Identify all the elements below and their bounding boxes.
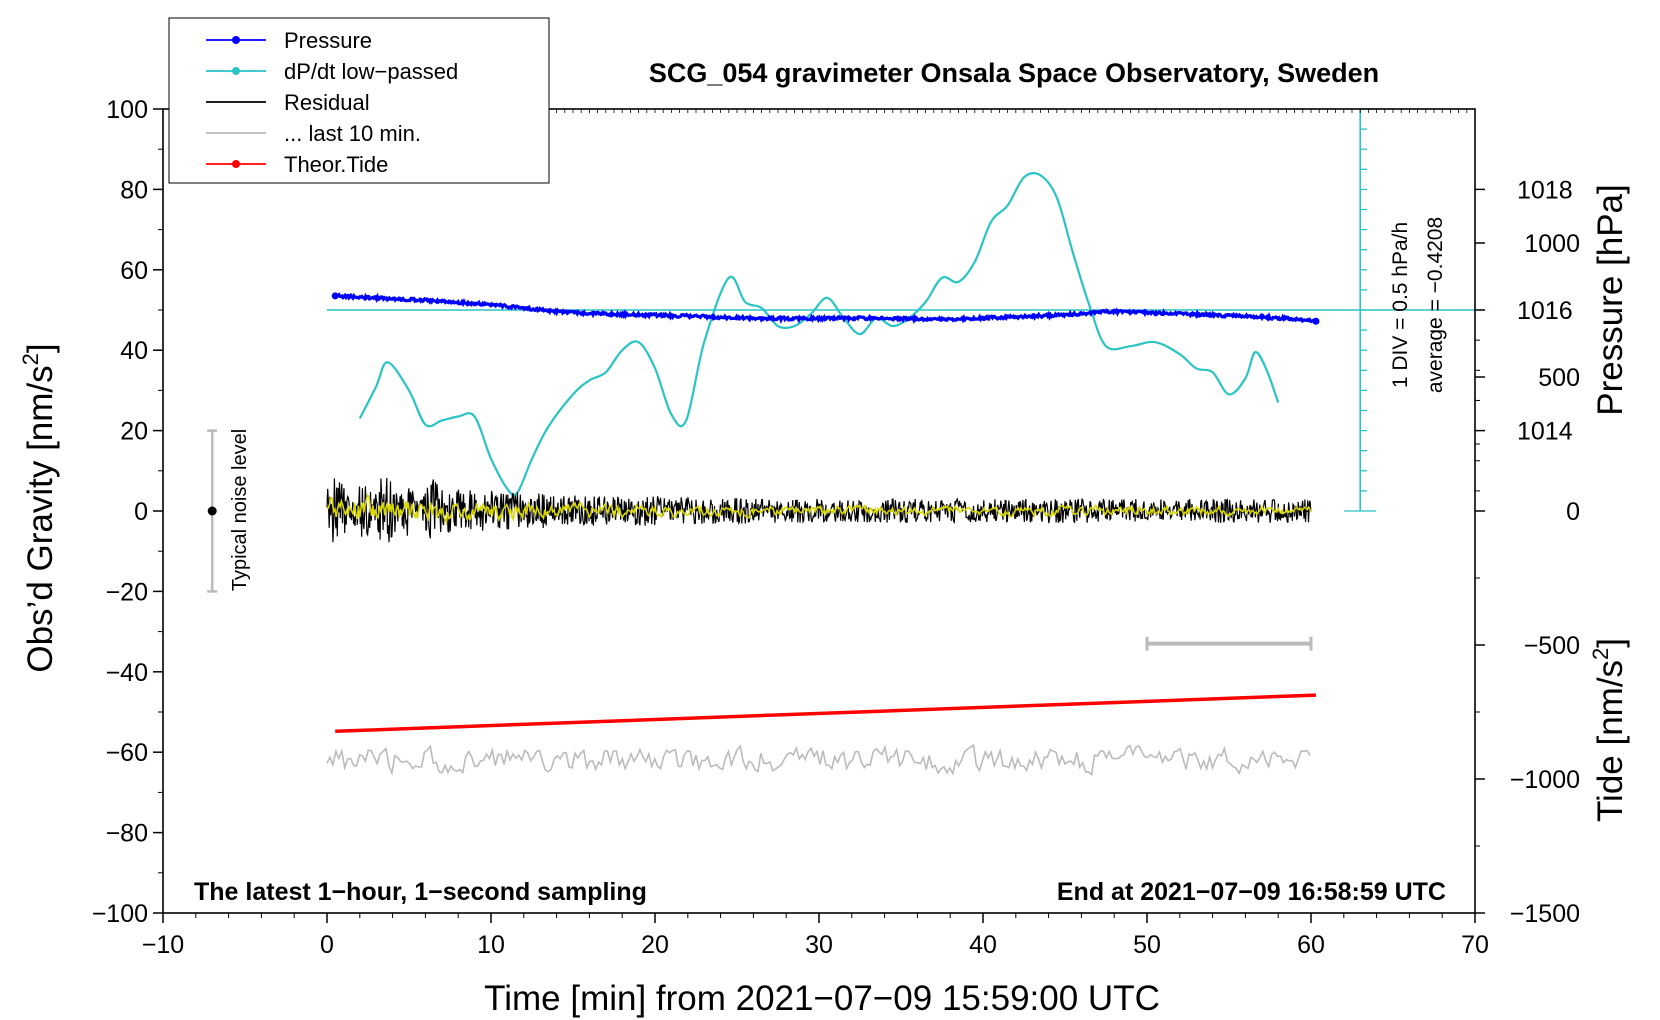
pressure-tick-label: 1014 — [1517, 418, 1573, 446]
residual-smoothed-line — [326, 493, 1312, 526]
legend-label: dP/dt low−passed — [284, 59, 458, 84]
y-tick-label: 60 — [120, 257, 148, 285]
legend-marker — [232, 67, 240, 75]
x-tick-label: 20 — [641, 931, 669, 959]
x-tick-label: 40 — [969, 931, 997, 959]
noise-level-label: Typical noise level — [229, 429, 251, 591]
y-tick-label: 80 — [120, 176, 148, 204]
x-tick-label: 70 — [1461, 931, 1489, 959]
tide-axis-label: Tide [nm/s2] — [1588, 638, 1630, 822]
sampling-note: The latest 1−hour, 1−second sampling — [194, 878, 647, 906]
y-axis-label: Obs’d Gravity [nm/s2] — [18, 343, 60, 672]
legend-marker — [232, 36, 240, 44]
dpdt-average-label: average = −0.4208 — [1424, 217, 1447, 393]
tide-series-line — [335, 693, 1316, 734]
tide-axis-label-end: ] — [1591, 638, 1630, 648]
tide-tick-label: 0 — [1566, 498, 1580, 526]
legend-label: Residual — [284, 90, 370, 115]
legend-box — [168, 17, 550, 184]
tide-tick-label: −1500 — [1510, 900, 1580, 928]
tide-axis-label-main: Tide [nm/s — [1591, 660, 1630, 822]
y-tick-label: −60 — [106, 739, 148, 767]
tide-tick-label: −1000 — [1510, 766, 1580, 794]
y-tick-label: 100 — [106, 96, 148, 124]
y-tick-label: −20 — [106, 578, 148, 606]
plot-data — [207, 108, 1475, 777]
residual-series-line — [326, 477, 1312, 543]
x-tick-label: 30 — [805, 931, 833, 959]
y-axis-label-end: ] — [21, 343, 60, 353]
chart-title: SCG_054 gravimeter Onsala Space Observat… — [649, 58, 1379, 88]
y-tick-label: 40 — [120, 337, 148, 365]
x-axis-label: Time [min] from 2021−07−09 15:59:00 UTC — [484, 979, 1160, 1018]
tide-tick-label: 500 — [1538, 364, 1580, 392]
y-axis-label-main: Obs’d Gravity [nm/s — [21, 365, 60, 672]
y-tick-label: −80 — [106, 820, 148, 848]
pressure-start-marker — [331, 292, 339, 300]
pressure-tick-label: 1016 — [1517, 297, 1573, 325]
legend-marker — [232, 160, 240, 168]
end-time-note: End at 2021−07−09 16:58:59 UTC — [1057, 878, 1446, 906]
tide-tick-label: 1000 — [1524, 230, 1580, 258]
legend-label: ... last 10 min. — [284, 121, 421, 146]
y-tick-label: −100 — [92, 900, 148, 928]
y-axis-label-sup: 2 — [18, 353, 43, 365]
pressure-end-marker — [1312, 317, 1320, 325]
pressure-axis-label: Pressure [hPa] — [1591, 184, 1630, 416]
x-tick-label: 50 — [1133, 931, 1161, 959]
noise-point — [207, 506, 217, 516]
x-tick-label: 0 — [320, 931, 334, 959]
axes: −10 0 10 20 30 40 50 60 70−100−80−60−40−20020406… — [92, 96, 1580, 959]
y-tick-label: −40 — [106, 659, 148, 687]
x-tick-label: 10 — [477, 931, 505, 959]
tide-axis-label-sup: 2 — [1588, 648, 1613, 660]
y-tick-label: 0 — [134, 498, 148, 526]
pressure-tick-label: 1018 — [1517, 176, 1573, 204]
tide-tick-label: −500 — [1524, 632, 1580, 660]
dpdt-scale-label: 1 DIV = 0.5 hPa/h — [1389, 222, 1412, 388]
legend-label: Theor.Tide — [284, 152, 388, 177]
legend-label: Pressure — [284, 28, 372, 53]
y-tick-label: 20 — [120, 418, 148, 446]
last10-series-line — [326, 743, 1311, 777]
x-tick-label: −10 — [142, 931, 184, 959]
pressure-series-line — [334, 292, 1317, 325]
x-tick-label: 60 — [1297, 931, 1325, 959]
legend: Pressure dP/dt low−passed Residual ... last… — [168, 17, 550, 184]
dpdt-series-line — [358, 172, 1280, 497]
